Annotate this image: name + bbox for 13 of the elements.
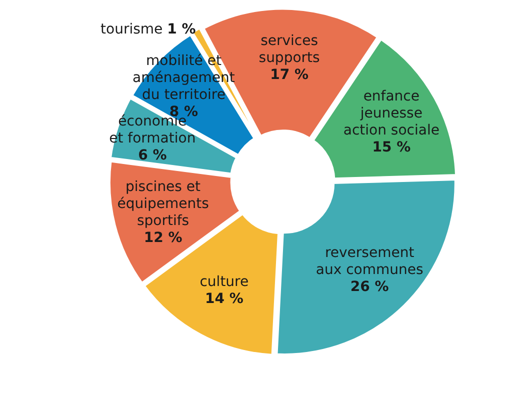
slice-label: reversement aux communes <box>316 245 424 278</box>
data-label: 15 % <box>372 139 411 156</box>
slice-label: enfance jeunesse action sociale <box>343 88 440 138</box>
data-label: 1 % <box>167 21 196 38</box>
data-label: 12 % <box>144 230 182 246</box>
data-label: 14 % <box>204 291 244 308</box>
data-label: 17 % <box>270 66 308 83</box>
slice-label: culture <box>200 274 249 290</box>
data-label: 6 % <box>138 147 167 164</box>
data-label: 26 % <box>350 279 389 296</box>
slice-label: tourisme <box>100 21 168 38</box>
slice-label: services supports <box>258 32 320 66</box>
slice-label: piscines et équipements sportifs <box>117 178 209 229</box>
